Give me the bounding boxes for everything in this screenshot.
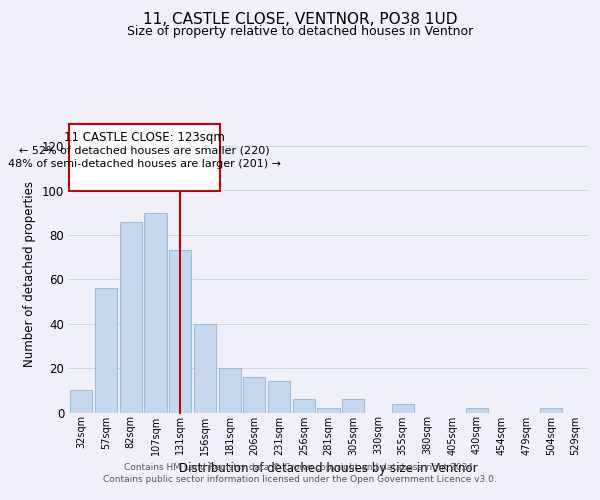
Text: 11, CASTLE CLOSE, VENTNOR, PO38 1UD: 11, CASTLE CLOSE, VENTNOR, PO38 1UD bbox=[143, 12, 457, 28]
Bar bbox=[218, 368, 241, 412]
X-axis label: Distribution of detached houses by size in Ventnor: Distribution of detached houses by size … bbox=[179, 462, 478, 474]
Bar bbox=[540, 408, 562, 412]
Bar bbox=[342, 399, 364, 412]
Bar bbox=[243, 377, 265, 412]
Text: 48% of semi-detached houses are larger (201) →: 48% of semi-detached houses are larger (… bbox=[8, 159, 281, 169]
Bar bbox=[70, 390, 92, 412]
Bar bbox=[169, 250, 191, 412]
Bar bbox=[466, 408, 488, 412]
Text: Size of property relative to detached houses in Ventnor: Size of property relative to detached ho… bbox=[127, 25, 473, 38]
Bar bbox=[392, 404, 414, 412]
Text: 11 CASTLE CLOSE: 123sqm: 11 CASTLE CLOSE: 123sqm bbox=[64, 130, 225, 143]
Bar bbox=[317, 408, 340, 412]
Bar bbox=[293, 399, 315, 412]
Text: Contains public sector information licensed under the Open Government Licence v3: Contains public sector information licen… bbox=[103, 475, 497, 484]
Bar bbox=[69, 124, 220, 190]
Bar bbox=[194, 324, 216, 412]
Text: Contains HM Land Registry data © Crown copyright and database right 2024.: Contains HM Land Registry data © Crown c… bbox=[124, 462, 476, 471]
Bar bbox=[119, 222, 142, 412]
Y-axis label: Number of detached properties: Number of detached properties bbox=[23, 180, 36, 367]
Bar bbox=[145, 212, 167, 412]
Bar bbox=[95, 288, 117, 412]
Text: ← 52% of detached houses are smaller (220): ← 52% of detached houses are smaller (22… bbox=[19, 146, 269, 156]
Bar bbox=[268, 382, 290, 412]
